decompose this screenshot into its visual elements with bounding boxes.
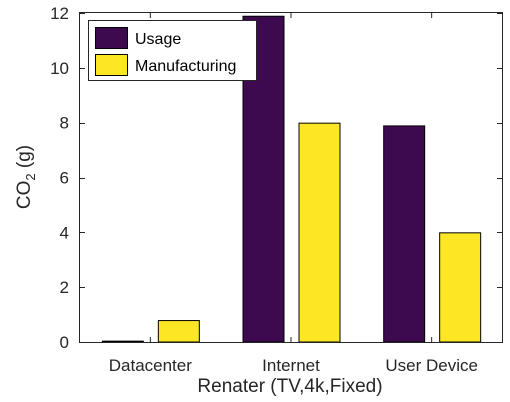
y-tick-label: 4: [60, 223, 69, 242]
legend-label-usage: Usage: [135, 31, 181, 48]
legend-swatch-manufacturing: [95, 54, 128, 76]
y-axis-title-unit: (g): [14, 145, 35, 174]
y-tick-label: 12: [50, 4, 69, 23]
legend: Usage Manufacturing: [88, 20, 257, 81]
bar-usage-user-device: [383, 125, 426, 343]
y-axis-title-main: CO: [14, 181, 35, 210]
bar-usage-datacenter: [101, 340, 144, 343]
bar-manufacturing-datacenter: [157, 320, 200, 343]
legend-swatch-usage: [95, 27, 128, 49]
y-axis-ticks: 0 2 4 6 8 10 12: [50, 4, 502, 352]
bars: [101, 15, 482, 343]
bar-manufacturing-user-device: [439, 232, 482, 343]
y-tick-label: 10: [50, 59, 69, 78]
x-axis-tick-labels: Datacenter Internet User Device: [109, 13, 478, 375]
y-tick-label: 2: [60, 278, 69, 297]
bar-manufacturing-internet: [298, 122, 341, 343]
y-tick-label: 8: [60, 114, 69, 133]
legend-label-manufacturing: Manufacturing: [135, 58, 236, 75]
x-tick-label: User Device: [385, 356, 478, 375]
y-axis-title: CO2 (g): [14, 145, 38, 209]
plot-area-frame: [79, 12, 503, 343]
y-tick-label: 0: [60, 333, 69, 352]
y-tick-label: 6: [60, 169, 69, 188]
x-tick-label: Internet: [262, 356, 320, 375]
y-axis-title-subscript: 2: [23, 173, 38, 180]
x-tick-label: Datacenter: [109, 356, 192, 375]
x-axis-title: Renater (TV,4k,Fixed): [197, 376, 382, 397]
